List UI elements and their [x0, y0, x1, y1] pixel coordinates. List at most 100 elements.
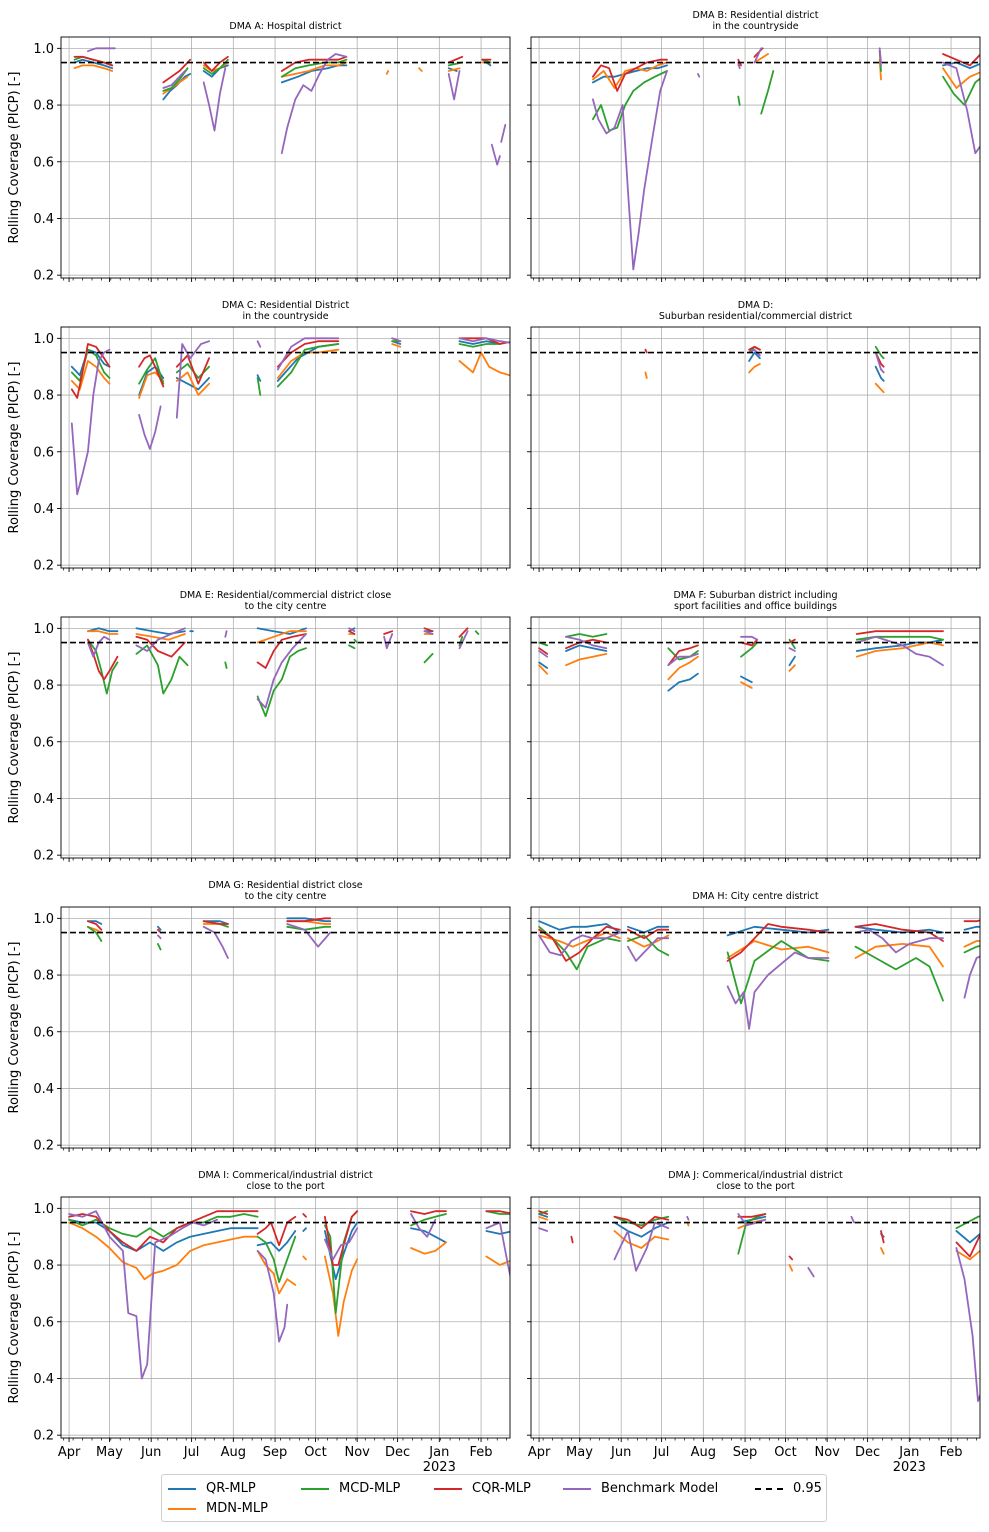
- series-line-mcd-mlp: [613, 1215, 670, 1227]
- x-tick-label: Feb: [940, 1445, 963, 1460]
- series-group: [70, 337, 510, 496]
- series-line-cqr-mlp: [256, 1215, 297, 1247]
- series-line-cqr-mlp: [135, 635, 186, 658]
- series-group: [538, 1210, 980, 1402]
- series-line-benchmark-model: [878, 47, 882, 67]
- series-line-qr-mlp: [627, 925, 670, 934]
- axes-frame: [60, 36, 511, 279]
- series-line-cqr-mlp: [447, 55, 464, 64]
- series-line-benchmark-model: [788, 647, 796, 652]
- series-line-mcd-mlp: [942, 75, 980, 106]
- axes-frame: [530, 326, 981, 569]
- series-line-mdn-mlp: [538, 931, 621, 948]
- subplot-title: DMA B: Residential district: [693, 10, 819, 21]
- series-line-mcd-mlp: [135, 644, 189, 695]
- series-line-qr-mlp: [565, 644, 608, 652]
- series-line-mcd-mlp: [627, 934, 670, 957]
- y-tick-label: 0.6: [33, 1315, 54, 1330]
- series-line-benchmark-model: [276, 337, 340, 371]
- series-line-benchmark-model: [458, 337, 510, 344]
- series-line-benchmark-model: [737, 61, 741, 70]
- x-year-label: 2023: [893, 1460, 926, 1475]
- series-line-cqr-mlp: [485, 1210, 510, 1215]
- series-line-cqr-mlp: [565, 638, 608, 650]
- subplot-title: DMA J: Commerical/industrial district: [668, 1170, 843, 1181]
- legend-label: Benchmark Model: [601, 1481, 719, 1496]
- series-line-mcd-mlp: [256, 1235, 297, 1283]
- series-line-mdn-mlp: [565, 653, 608, 667]
- subplot-title: DMA A: Hospital district: [229, 21, 341, 32]
- series-line-qr-mlp: [592, 64, 668, 84]
- series-line-mdn-mlp: [447, 67, 461, 72]
- series-line-mcd-mlp: [458, 635, 464, 647]
- series-line-benchmark-model: [348, 627, 356, 633]
- series-line-mdn-mlp: [458, 351, 510, 377]
- series-line-qr-mlp: [458, 340, 501, 345]
- series-line-qr-mlp: [874, 365, 885, 382]
- series-line-benchmark-model: [667, 653, 699, 667]
- series-line-cqr-mlp: [740, 638, 759, 647]
- series-line-cqr-mlp: [302, 1213, 307, 1218]
- series-line-mdn-mlp: [70, 360, 111, 391]
- series-line-cqr-mlp: [955, 1233, 980, 1258]
- x-tick-label: Jan: [428, 1445, 449, 1460]
- series-line-mcd-mlp: [286, 925, 332, 931]
- series-line-mcd-mlp: [963, 944, 980, 954]
- series-line-benchmark-model: [850, 1215, 855, 1224]
- series-line-cqr-mlp: [202, 55, 229, 72]
- y-axis-label: Rolling Coverage (PICP) [-]: [7, 72, 22, 244]
- series-line-qr-mlp: [538, 920, 621, 934]
- series-line-benchmark-model: [737, 1213, 767, 1227]
- series-line-mcd-mlp: [256, 377, 262, 396]
- subplot-title: close to the port: [246, 1181, 324, 1192]
- series-line-qr-mlp: [740, 675, 753, 684]
- y-tick-label: 0.8: [33, 969, 54, 984]
- series-line-qr-mlp: [748, 351, 761, 362]
- series-line-mdn-mlp: [256, 1250, 297, 1295]
- y-tick-label: 0.6: [33, 445, 54, 460]
- series-line-mdn-mlp: [538, 664, 549, 675]
- series-group: [73, 47, 507, 166]
- series-line-cqr-mlp: [87, 638, 119, 681]
- series-line-benchmark-model: [202, 925, 229, 959]
- series-line-cqr-mlp: [538, 1210, 549, 1215]
- series-line-benchmark-model: [627, 937, 670, 962]
- series-line-mcd-mlp: [474, 630, 480, 635]
- subplot-title: in the countryside: [712, 21, 798, 32]
- series-line-cqr-mlp: [538, 925, 621, 962]
- series-line-qr-mlp: [70, 348, 111, 377]
- x-tick-label: Oct: [774, 1445, 796, 1460]
- y-tick-label: 1.0: [33, 332, 54, 347]
- subplot-5: 0.2 0.4 0.6 0.8 1.0 DMA E: Residential/commer…: [7, 590, 511, 864]
- series-line-cqr-mlp: [644, 348, 648, 354]
- series-line-qr-mlp: [613, 1221, 670, 1238]
- series-line-qr-mlp: [202, 920, 229, 925]
- subplot-title: sport facilities and office buildings: [674, 601, 837, 612]
- series-line-benchmark-model: [963, 955, 980, 999]
- series-group: [592, 47, 980, 271]
- series-line-benchmark-model: [410, 1213, 437, 1238]
- series-line-mdn-mlp: [256, 630, 307, 644]
- axes-frame: [530, 906, 981, 1149]
- series-line-benchmark-model: [447, 70, 461, 101]
- series-line-mdn-mlp: [68, 1221, 259, 1281]
- series-line-mdn-mlp: [162, 75, 189, 95]
- series-line-mcd-mlp: [224, 661, 228, 669]
- axes-frame: [60, 1196, 511, 1439]
- y-tick-label: 0.2: [33, 849, 54, 864]
- series-line-qr-mlp: [156, 925, 162, 931]
- y-tick-label: 1.0: [33, 1202, 54, 1217]
- series-line-cqr-mlp: [138, 354, 165, 388]
- axes-frame: [60, 906, 511, 1149]
- series-line-cqr-mlp: [423, 627, 434, 633]
- x-tick-label: Oct: [304, 1445, 326, 1460]
- series-group: [87, 917, 332, 959]
- y-tick-label: 0.6: [33, 155, 54, 170]
- legend-label: MCD-MLP: [339, 1481, 401, 1496]
- subplot-title: DMA F: Suburban district including: [673, 590, 837, 601]
- series-line-benchmark-model: [613, 1221, 670, 1272]
- series-line-benchmark-model: [955, 1247, 980, 1402]
- series-group: [538, 919, 980, 1030]
- series-line-mdn-mlp: [410, 1241, 447, 1255]
